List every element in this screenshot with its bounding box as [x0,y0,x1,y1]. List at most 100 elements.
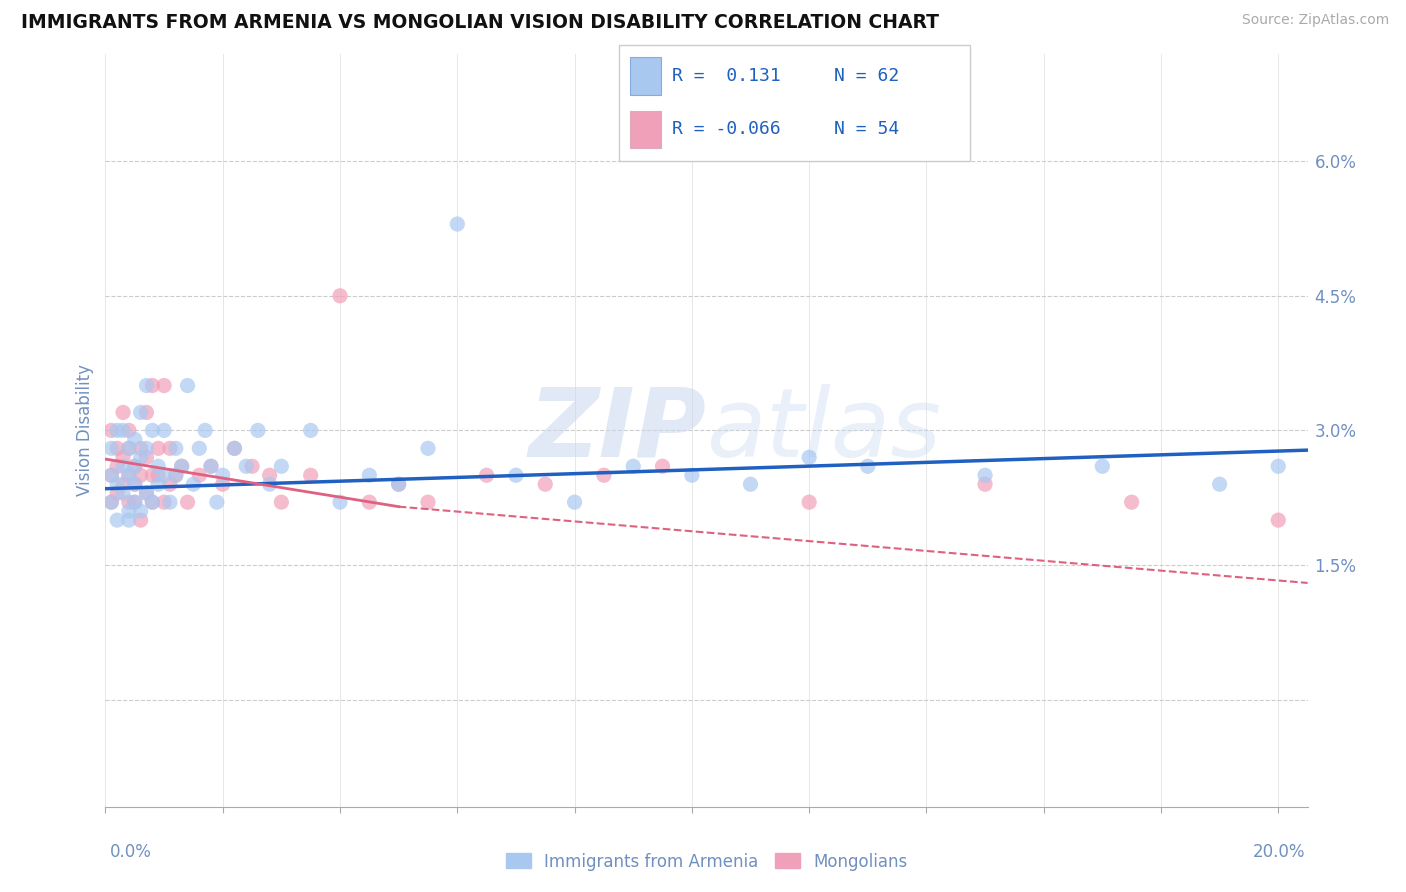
Text: 0.0%: 0.0% [110,843,152,861]
Point [176,495,198,509]
Point [118,468,141,483]
Point [141,378,163,392]
Point [105,442,128,456]
Point [135,405,157,419]
Text: N = 62: N = 62 [834,67,898,85]
Point [1091,459,1114,474]
Point [359,468,381,483]
Point [100,424,122,438]
Point [621,459,644,474]
Point [165,468,187,483]
Point [170,459,193,474]
Point [299,468,322,483]
Text: ZIP: ZIP [529,384,707,477]
Point [124,477,146,491]
Point [1121,495,1143,509]
Point [105,459,128,474]
Legend: Immigrants from Armenia, Mongolians: Immigrants from Armenia, Mongolians [506,853,907,871]
Point [148,442,170,456]
Point [118,424,141,438]
Text: 20.0%: 20.0% [1253,843,1305,861]
Point [135,450,157,465]
Point [681,468,703,483]
Point [740,477,762,491]
Point [1267,459,1289,474]
Point [194,424,217,438]
Point [135,378,157,392]
Point [416,495,439,509]
Point [141,424,163,438]
Point [153,424,176,438]
Point [329,495,352,509]
Point [105,477,128,491]
Point [148,459,170,474]
Text: N = 54: N = 54 [834,120,898,138]
Point [148,477,170,491]
Point [259,477,281,491]
Point [170,459,193,474]
Point [534,477,557,491]
Point [211,468,233,483]
Point [118,442,141,456]
Point [112,405,135,419]
Point [100,495,122,509]
Point [299,424,322,438]
Point [100,468,122,483]
Point [129,442,152,456]
Point [105,513,128,527]
Point [100,442,122,456]
Point [270,495,292,509]
Point [118,513,141,527]
Point [124,477,146,491]
Point [135,486,157,500]
Point [105,486,128,500]
Point [224,442,246,456]
Point [1267,513,1289,527]
Text: IMMIGRANTS FROM ARMENIA VS MONGOLIAN VISION DISABILITY CORRELATION CHART: IMMIGRANTS FROM ARMENIA VS MONGOLIAN VIS… [21,13,939,32]
Point [856,459,879,474]
Point [159,442,181,456]
Point [112,486,135,500]
Point [129,513,152,527]
Point [165,442,187,456]
Text: R =  0.131: R = 0.131 [672,67,780,85]
Point [129,468,152,483]
Point [235,459,257,474]
Point [388,477,411,491]
Point [118,468,141,483]
Point [153,468,176,483]
Text: Source: ZipAtlas.com: Source: ZipAtlas.com [1241,13,1389,28]
Text: atlas: atlas [707,384,942,477]
Point [141,495,163,509]
Point [240,459,263,474]
Point [112,459,135,474]
Point [112,450,135,465]
Point [259,468,281,483]
Point [270,459,292,474]
Point [112,477,135,491]
Point [100,495,122,509]
Point [129,405,152,419]
Point [200,459,222,474]
Point [388,477,411,491]
Point [974,477,997,491]
Point [124,433,146,447]
Point [159,495,181,509]
Point [200,459,222,474]
Point [159,477,181,491]
Point [153,378,176,392]
Point [124,495,146,509]
Point [129,450,152,465]
Point [148,468,170,483]
Point [176,378,198,392]
Point [118,442,141,456]
Point [124,459,146,474]
Point [329,289,352,303]
Point [246,424,269,438]
Point [118,495,141,509]
Point [124,495,146,509]
Y-axis label: Vision Disability: Vision Disability [76,365,94,496]
Point [135,486,157,500]
Point [797,495,820,509]
Point [224,442,246,456]
